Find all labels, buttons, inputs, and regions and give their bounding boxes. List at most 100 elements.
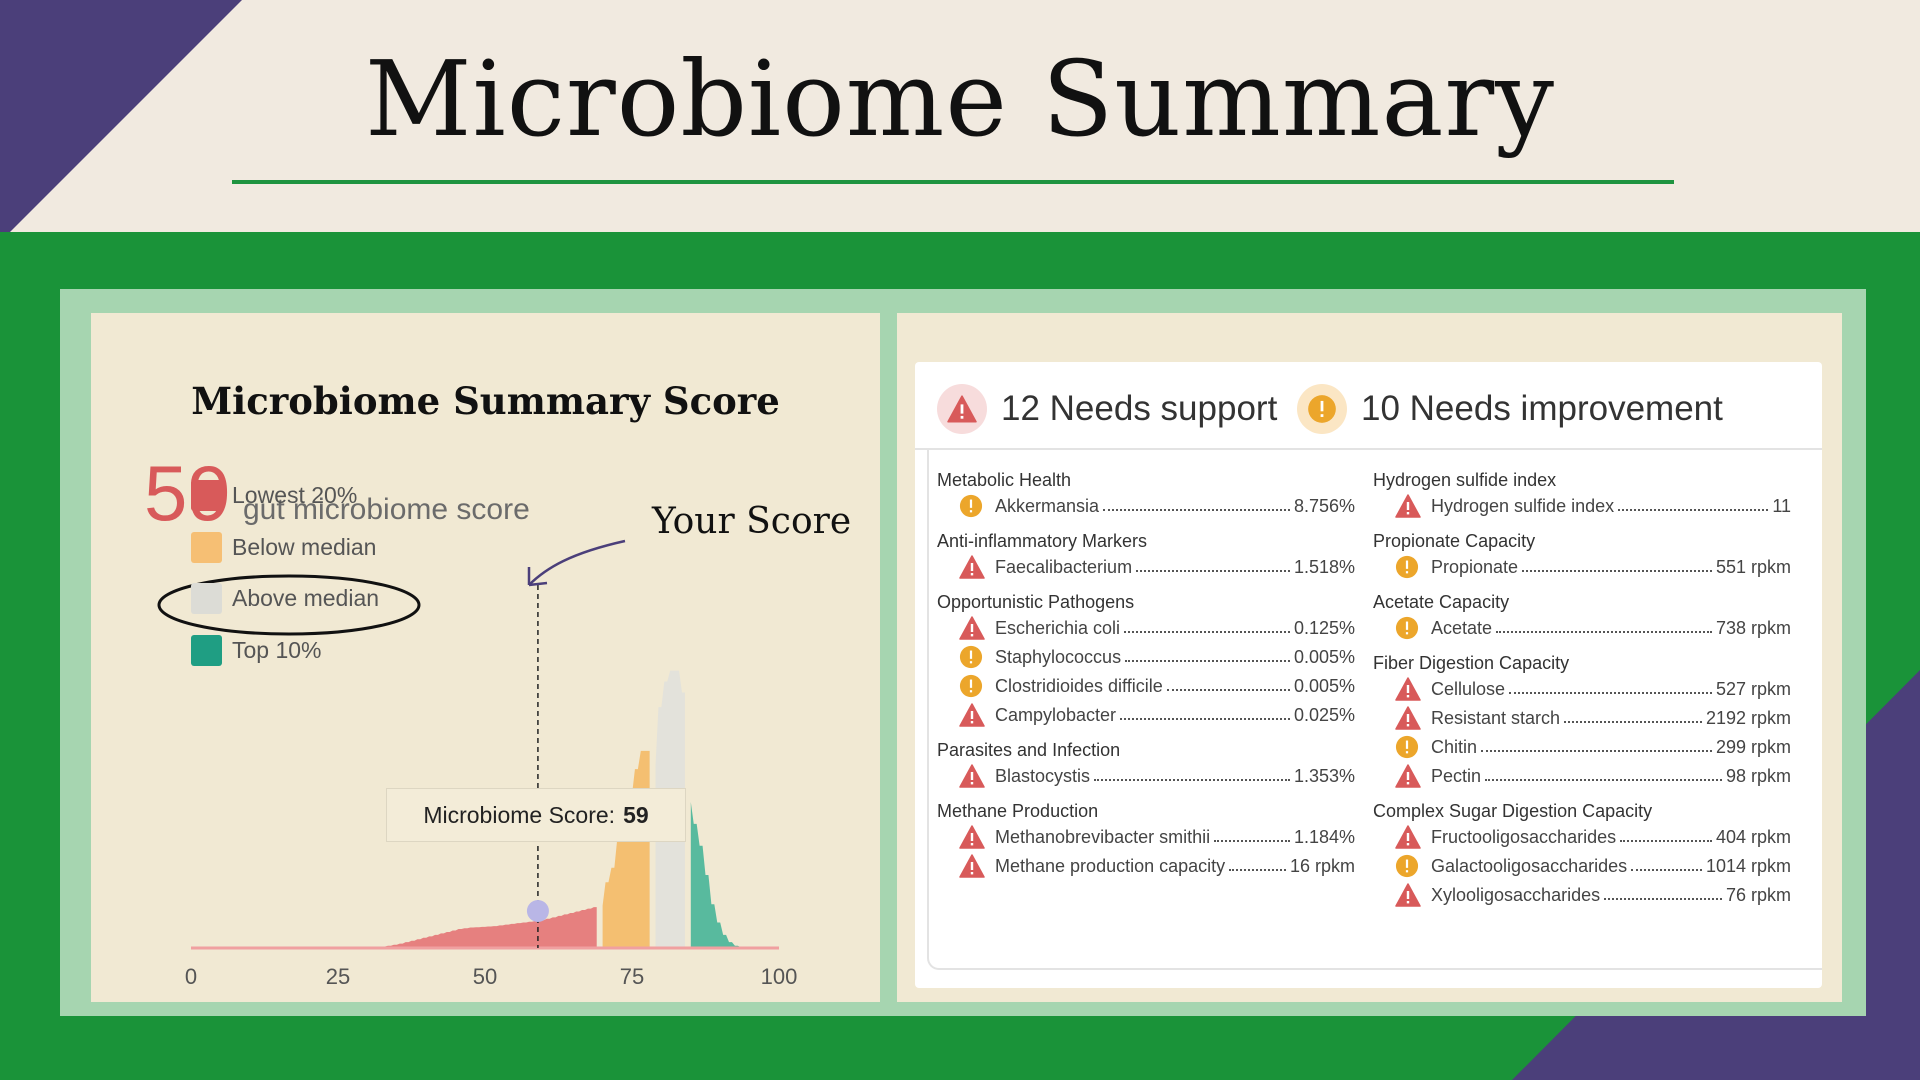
warning-triangle-icon xyxy=(959,824,985,851)
dot-leader xyxy=(1496,623,1712,633)
arrow-head-icon xyxy=(527,567,548,587)
marker-value: 527 rpkm xyxy=(1715,679,1791,699)
marker-category-title: Complex Sugar Digestion Capacity xyxy=(1373,801,1653,821)
exclamation-circle-icon xyxy=(959,494,985,520)
dot-leader xyxy=(1229,861,1286,871)
dot-leader xyxy=(1120,710,1290,720)
dot-leader xyxy=(1124,623,1290,633)
legend-swatch xyxy=(191,582,222,614)
marker-row: Fructooligosaccharides 404 rpkm xyxy=(1373,823,1791,852)
marker-name: Acetate xyxy=(1431,618,1493,638)
your-score-arrow xyxy=(528,539,626,586)
markers-card: 12 Needs support 10 Needs improvement Me… xyxy=(915,362,1822,988)
marker-name: Blastocystis xyxy=(995,766,1091,786)
dot-leader xyxy=(1604,890,1722,900)
marker-name: Campylobacter xyxy=(995,705,1117,725)
needs-support-count: 12 Needs support xyxy=(1001,389,1278,428)
marker-value: 16 rpkm xyxy=(1289,856,1355,876)
marker-category-title: Parasites and Infection xyxy=(937,740,1121,760)
marker-row: Chitin 299 rpkm xyxy=(1373,733,1791,762)
exclamation-circle-icon xyxy=(959,645,985,671)
dot-leader xyxy=(1485,771,1722,781)
marker-row: Campylobacter 0.025% xyxy=(937,701,1355,730)
dot-leader xyxy=(1103,501,1290,511)
purple-corner-top-left xyxy=(0,0,242,242)
your-score-annotation: Your Score xyxy=(652,501,852,542)
marker-name: Chitin xyxy=(1431,737,1478,757)
marker-name: Xylooligosaccharides xyxy=(1431,885,1601,905)
marker-value: 551 rpkm xyxy=(1715,557,1791,577)
dot-leader xyxy=(1509,684,1712,694)
needs-support-summary: 12 Needs support xyxy=(937,384,1277,434)
legend-item: Below median xyxy=(191,531,376,563)
distribution-segment xyxy=(602,750,650,948)
marker-value: 8.756% xyxy=(1293,496,1355,516)
score-panel-title: Microbiome Summary Score xyxy=(191,379,780,423)
legend-label: Above median xyxy=(232,584,380,611)
legend-item: Above median xyxy=(191,582,379,614)
legend-swatch xyxy=(191,479,222,511)
exclamation-circle-icon xyxy=(1395,555,1421,581)
marker-value: 1.518% xyxy=(1293,557,1355,577)
markers-card-header: 12 Needs support 10 Needs improvement xyxy=(915,362,1822,450)
marker-value: 76 rpkm xyxy=(1725,885,1791,905)
marker-row: Akkermansia 8.756% xyxy=(937,492,1355,521)
marker-name: Akkermansia xyxy=(995,496,1100,516)
tooltip-value: 59 xyxy=(623,801,649,828)
legend-item: Lowest 20% xyxy=(191,479,357,511)
marker-name: Escherichia coli xyxy=(995,618,1121,638)
marker-value: 0.005% xyxy=(1293,676,1355,696)
marker-name: Methanobrevibacter smithii xyxy=(995,827,1211,847)
dot-leader xyxy=(1136,562,1290,572)
marker-category-title: Hydrogen sulfide index xyxy=(1373,470,1557,490)
marker-value: 98 rpkm xyxy=(1725,766,1791,786)
marker-category-title: Fiber Digestion Capacity xyxy=(1373,653,1570,673)
marker-name: Fructooligosaccharides xyxy=(1431,827,1617,847)
x-tick-label: 100 xyxy=(761,964,798,989)
marker-value: 0.005% xyxy=(1293,647,1355,667)
marker-value: 11 xyxy=(1772,496,1791,516)
warning-triangle-icon xyxy=(959,853,985,880)
marker-row: Escherichia coli 0.125% xyxy=(937,614,1355,643)
marker-value: 404 rpkm xyxy=(1715,827,1791,847)
legend-item: Top 10% xyxy=(191,634,322,666)
legend-swatch xyxy=(191,531,222,563)
marker-value: 0.125% xyxy=(1293,618,1355,638)
distribution-segment xyxy=(191,907,597,948)
marker-row: Faecalibacterium 1.518% xyxy=(937,553,1355,582)
legend-label: Below median xyxy=(232,533,377,560)
dot-leader xyxy=(1631,861,1702,871)
marker-value: 1.184% xyxy=(1293,827,1355,847)
dot-leader xyxy=(1564,713,1702,723)
marker-category-title: Propionate Capacity xyxy=(1373,531,1536,551)
marker-name: Cellulose xyxy=(1431,679,1506,699)
warning-triangle-icon xyxy=(937,384,987,434)
legend-label: Top 10% xyxy=(232,636,322,663)
marker-category-title: Metabolic Health xyxy=(937,470,1072,490)
marker-row: Galactooligosaccharides 1014 rpkm xyxy=(1373,852,1791,881)
marker-value: 2192 rpkm xyxy=(1705,708,1791,728)
x-tick-label: 0 xyxy=(185,964,197,989)
legend-label: Lowest 20% xyxy=(232,481,358,508)
x-tick-label: 25 xyxy=(326,964,350,989)
marker-name: Staphylococcus xyxy=(995,647,1122,667)
tooltip-label: Microbiome Score: xyxy=(423,801,616,828)
x-tick-label: 50 xyxy=(473,964,497,989)
marker-value: 0.025% xyxy=(1293,705,1355,725)
markers-panel: 12 Needs support 10 Needs improvement Me… xyxy=(897,313,1842,1002)
marker-name: Hydrogen sulfide index xyxy=(1431,496,1615,516)
score-tooltip: Microbiome Score: 59 xyxy=(386,788,686,842)
dot-leader xyxy=(1125,652,1290,662)
needs-improvement-summary: 10 Needs improvement xyxy=(1297,384,1723,434)
dot-leader xyxy=(1214,832,1290,842)
distribution-segment xyxy=(690,802,779,948)
x-tick-label: 75 xyxy=(620,964,644,989)
dot-leader xyxy=(1166,681,1290,691)
needs-improvement-count: 10 Needs improvement xyxy=(1361,389,1723,428)
marker-row: Acetate 738 rpkm xyxy=(1373,614,1791,643)
marker-name: Resistant starch xyxy=(1431,708,1561,728)
dot-leader xyxy=(1094,771,1290,781)
marker-row: Staphylococcus 0.005% xyxy=(937,643,1355,672)
marker-row: Resistant starch 2192 rpkm xyxy=(1373,704,1791,733)
exclamation-circle-icon xyxy=(1297,384,1347,434)
